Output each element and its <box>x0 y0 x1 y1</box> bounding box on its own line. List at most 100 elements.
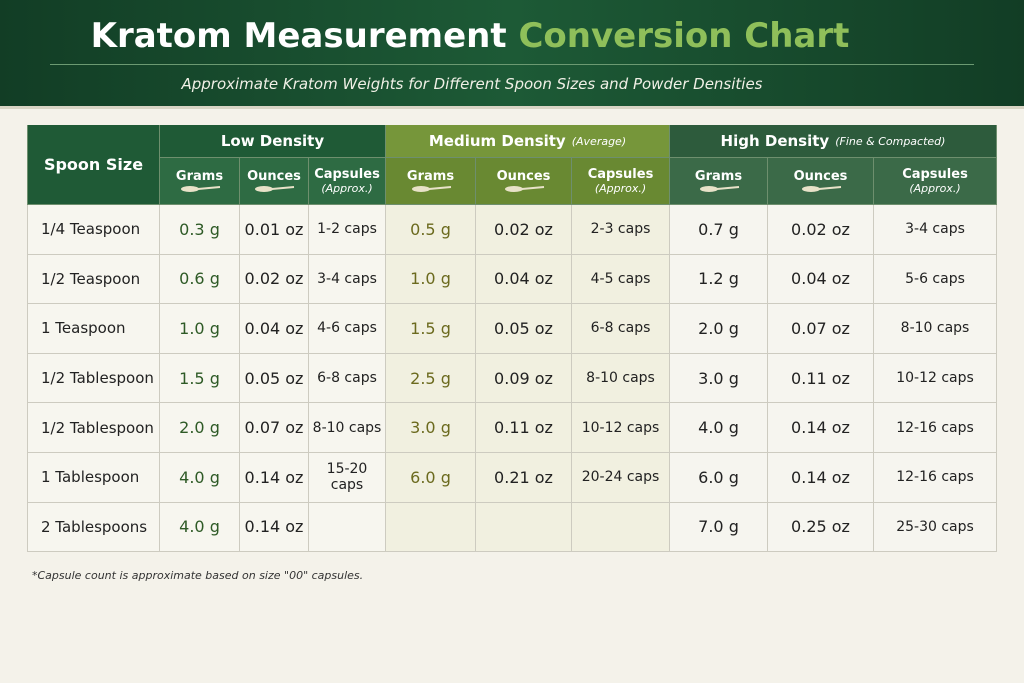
group-note: (Fine & Compacted) <box>835 134 946 148</box>
cell: 7.0 g <box>670 502 768 553</box>
cell: 2-3 caps <box>572 205 670 255</box>
cell: 5-6 caps <box>874 254 997 305</box>
column-label: Capsules <box>587 167 654 182</box>
cell <box>309 502 386 553</box>
cell: 10-12 caps <box>874 353 997 404</box>
column-header: Grams <box>386 158 476 205</box>
cell: 10-12 caps <box>572 403 670 453</box>
cell: 0.6 g <box>160 254 240 305</box>
spoon-icon <box>411 185 451 192</box>
spoon-icon <box>255 185 295 192</box>
group-header: High Density (Fine & Compacted) <box>670 125 997 158</box>
cell <box>476 502 572 553</box>
row-label: 1/4 Teaspoon <box>27 205 160 255</box>
cell: 8-10 caps <box>874 304 997 354</box>
row-label: 1/2 Teaspoon <box>27 254 160 305</box>
column-header: Ounces <box>240 158 309 205</box>
cell: 12-16 caps <box>874 453 997 503</box>
cell: 8-10 caps <box>572 353 670 404</box>
cell: 0.3 g <box>160 205 240 255</box>
cell: 0.05 oz <box>476 304 572 354</box>
cell <box>572 502 670 553</box>
cell: 0.05 oz <box>240 353 309 404</box>
column-label: Ounces <box>496 168 551 184</box>
cell: 1.5 g <box>160 353 240 404</box>
cell: 0.11 oz <box>768 353 874 404</box>
spoon-icon <box>180 185 220 192</box>
cell: 4.0 g <box>160 453 240 503</box>
row-label: 1 Tablespoon <box>27 453 160 503</box>
title-accent: Conversion Chart <box>518 16 850 56</box>
cell: 0.14 oz <box>768 453 874 503</box>
group-name: Low Density <box>220 132 325 150</box>
cell: 0.02 oz <box>476 205 572 255</box>
group-note: (Average) <box>571 134 627 148</box>
cell: 1.2 g <box>670 254 768 305</box>
column-label: Capsules <box>902 167 968 182</box>
cell: 6.0 g <box>386 453 476 503</box>
cell: 3.0 g <box>670 353 768 404</box>
cell: 20-24 caps <box>572 453 670 503</box>
cell: 0.14 oz <box>768 403 874 453</box>
cell: 25-30 caps <box>874 502 997 553</box>
cell: 0.11 oz <box>476 403 572 453</box>
divider <box>50 64 974 65</box>
spoon-header: Spoon Size <box>27 125 160 205</box>
cell: 0.25 oz <box>768 502 874 553</box>
column-label: Grams <box>694 168 743 184</box>
cell: 6-8 caps <box>572 304 670 354</box>
cell: 2.0 g <box>670 304 768 354</box>
cell: 2.5 g <box>386 353 476 404</box>
cell: 0.04 oz <box>476 254 572 305</box>
cell: 1.0 g <box>160 304 240 354</box>
cell: 3.0 g <box>386 403 476 453</box>
cell: 4.0 g <box>160 502 240 553</box>
cell: 6.0 g <box>670 453 768 503</box>
footnote: *Capsule count is approximate based on s… <box>32 569 364 582</box>
cell: 4.0 g <box>670 403 768 453</box>
column-header: Capsules (Approx.) <box>572 158 670 205</box>
cell: 0.14 oz <box>240 502 309 553</box>
cell: 1.5 g <box>386 304 476 354</box>
spoon-icon <box>504 185 544 192</box>
cell: 12-16 caps <box>874 403 997 453</box>
spoon-icon <box>699 185 739 192</box>
column-note: (Approx.) <box>909 182 961 195</box>
column-label: Grams <box>175 168 224 184</box>
cell: 0.14 oz <box>240 453 309 503</box>
column-header: Grams <box>160 158 240 205</box>
cell: 4-5 caps <box>572 254 670 305</box>
title: Kratom Measurement Conversion Chart <box>0 16 940 56</box>
cell: 1-2 caps <box>309 205 386 255</box>
cell: 15-20 caps <box>309 453 386 503</box>
cell: 0.07 oz <box>768 304 874 354</box>
column-label: Grams <box>406 168 455 184</box>
column-note: (Approx.) <box>594 182 647 195</box>
subtitle: Approximate Kratom Weights for Different… <box>181 75 763 93</box>
cell: 3-4 caps <box>874 205 997 255</box>
cell: 0.07 oz <box>240 403 309 453</box>
cell: 0.5 g <box>386 205 476 255</box>
group-header: Medium Density (Average) <box>386 125 670 158</box>
cell: 0.02 oz <box>240 254 309 305</box>
group-name: High Density <box>720 132 830 150</box>
column-label: Capsules <box>314 167 380 182</box>
group-header: Low Density <box>160 125 386 158</box>
cell: 0.02 oz <box>768 205 874 255</box>
row-label: 1/2 Tablespoon <box>27 353 160 404</box>
cell: 8-10 caps <box>309 403 386 453</box>
spoon-icon <box>801 185 841 192</box>
cell: 0.09 oz <box>476 353 572 404</box>
cell: 3-4 caps <box>309 254 386 305</box>
cell: 0.7 g <box>670 205 768 255</box>
column-header: Ounces <box>768 158 874 205</box>
cell: 1.0 g <box>386 254 476 305</box>
cell: 0.01 oz <box>240 205 309 255</box>
group-name: Medium Density <box>428 132 566 150</box>
column-header: Capsules (Approx.) <box>874 158 997 205</box>
cell <box>386 502 476 553</box>
column-header: Capsules (Approx.) <box>309 158 386 205</box>
column-label: Ounces <box>793 168 848 184</box>
cell: 0.04 oz <box>768 254 874 305</box>
